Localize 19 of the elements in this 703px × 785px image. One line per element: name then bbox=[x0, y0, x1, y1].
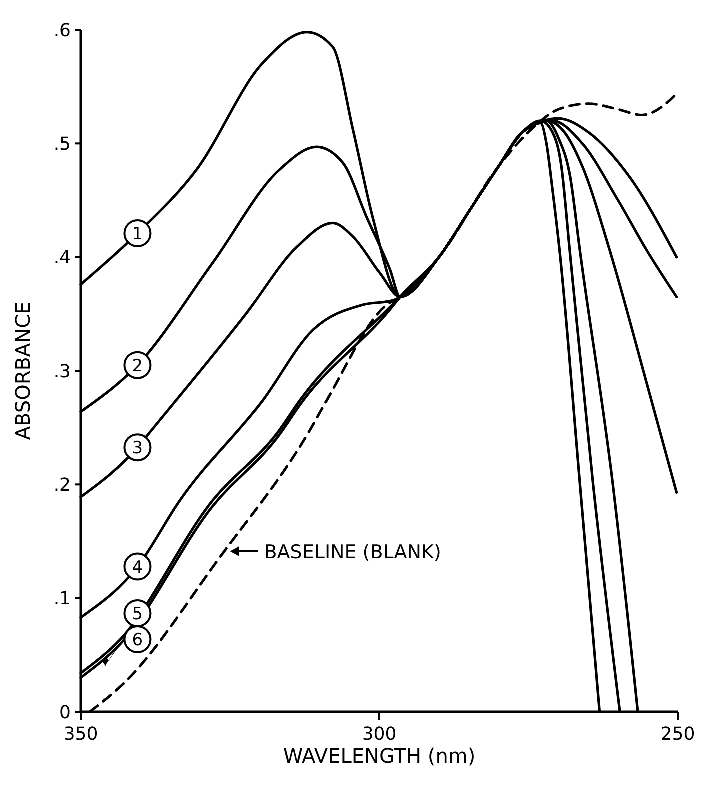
x-tick-label: 300 bbox=[362, 724, 397, 745]
x-tick-label: 350 bbox=[64, 724, 98, 745]
legend-label: 6 bbox=[132, 630, 144, 651]
x-axis-title: WAVELENGTH (nm) bbox=[283, 744, 476, 768]
y-tick-label: .6 bbox=[54, 20, 71, 42]
y-tick-label: 0 bbox=[60, 702, 71, 724]
y-tick-label: .4 bbox=[54, 248, 71, 269]
series-label: 4 bbox=[132, 558, 144, 578]
y-tick-label: .1 bbox=[54, 588, 71, 610]
y-axis-title: ABSORBANCE bbox=[11, 302, 35, 440]
y-tick-label: .5 bbox=[54, 134, 71, 155]
y-tick-label: .2 bbox=[54, 474, 71, 496]
x-tick-label: 250 bbox=[660, 724, 696, 745]
legend-label: BASELINE (BLANK) bbox=[264, 541, 442, 564]
series-label: 2 bbox=[132, 356, 144, 376]
y-tick-label: .3 bbox=[54, 361, 71, 382]
series-label: 5 bbox=[132, 604, 144, 625]
series-label: 3 bbox=[132, 438, 144, 459]
series-label: 1 bbox=[132, 224, 144, 245]
